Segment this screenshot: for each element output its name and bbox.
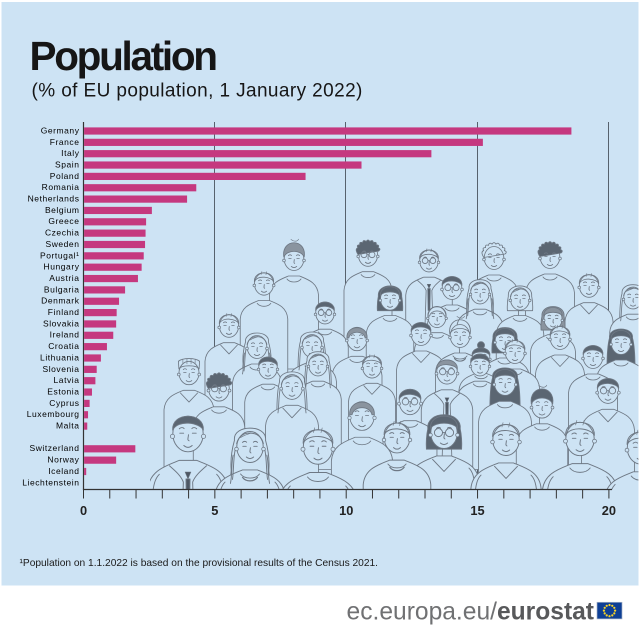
- svg-text:Italy: Italy: [61, 148, 80, 158]
- svg-text:(% of EU population, 1 January: (% of EU population, 1 January 2022): [32, 81, 363, 102]
- svg-text:Norway: Norway: [47, 455, 79, 465]
- svg-text:Croatia: Croatia: [48, 341, 79, 351]
- svg-text:Slovakia: Slovakia: [43, 318, 80, 328]
- svg-text:Romania: Romania: [42, 182, 80, 192]
- svg-text:Netherlands: Netherlands: [28, 194, 80, 204]
- svg-text:15: 15: [470, 503, 484, 518]
- svg-text:Cyprus: Cyprus: [49, 398, 79, 408]
- svg-text:Slovenia: Slovenia: [42, 364, 79, 374]
- svg-text:Population: Population: [30, 33, 217, 79]
- svg-text:Ireland: Ireland: [50, 330, 80, 340]
- svg-text:5: 5: [211, 503, 218, 518]
- svg-text:Bulgaria: Bulgaria: [44, 284, 80, 294]
- svg-text:Finland: Finland: [48, 307, 80, 317]
- svg-text:France: France: [50, 137, 80, 147]
- svg-text:Germany: Germany: [41, 125, 80, 135]
- svg-text:Liechtenstein: Liechtenstein: [22, 477, 79, 487]
- svg-text:Belgium: Belgium: [45, 205, 80, 215]
- svg-text:Czechia: Czechia: [45, 228, 80, 238]
- svg-text:Denmark: Denmark: [41, 296, 80, 306]
- svg-text:Iceland: Iceland: [48, 466, 79, 476]
- svg-text:0: 0: [80, 503, 87, 518]
- svg-text:Portugal¹: Portugal¹: [40, 250, 79, 260]
- svg-text:Luxembourg: Luxembourg: [27, 409, 80, 419]
- svg-text:Switzerland: Switzerland: [30, 443, 80, 453]
- svg-text:Latvia: Latvia: [54, 375, 80, 385]
- svg-text:Austria: Austria: [49, 273, 79, 283]
- svg-text:Lithuania: Lithuania: [40, 352, 79, 362]
- svg-text:ec.europa.eu/eurostat: ec.europa.eu/eurostat: [347, 599, 594, 626]
- svg-text:Spain: Spain: [55, 159, 80, 169]
- svg-text:Sweden: Sweden: [45, 239, 79, 249]
- svg-text:Greece: Greece: [48, 216, 79, 226]
- svg-text:Malta: Malta: [56, 421, 80, 431]
- svg-text:Poland: Poland: [50, 171, 80, 181]
- svg-text:¹Population on 1.1.2022 is bas: ¹Population on 1.1.2022 is based on the …: [20, 558, 379, 569]
- svg-text:20: 20: [602, 503, 616, 518]
- svg-text:Hungary: Hungary: [44, 262, 80, 272]
- svg-text:Estonia: Estonia: [47, 386, 79, 396]
- svg-text:10: 10: [339, 503, 353, 518]
